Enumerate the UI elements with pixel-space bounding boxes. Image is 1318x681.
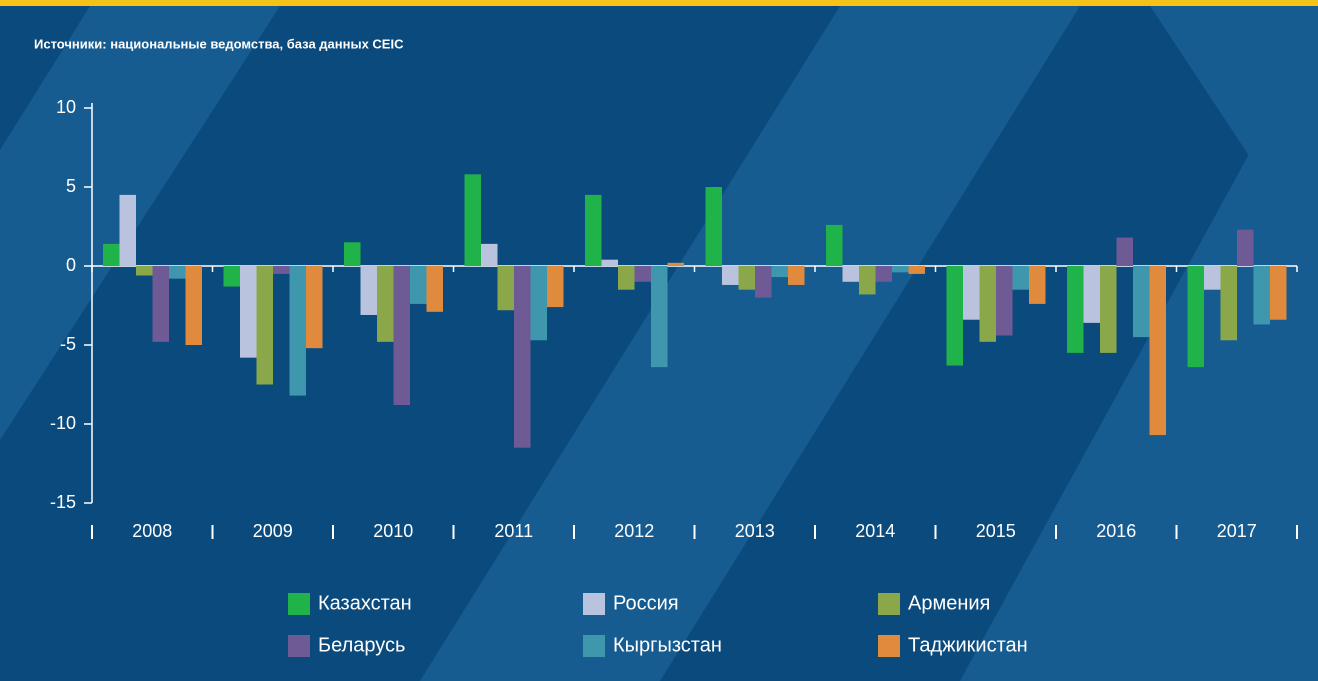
- legend-label: Кыргызстан: [613, 634, 722, 656]
- y-tick-label: -5: [60, 334, 76, 354]
- bar: [842, 266, 859, 282]
- bar: [393, 266, 410, 406]
- bar: [377, 266, 394, 342]
- bar: [1116, 237, 1133, 266]
- bar: [892, 266, 909, 273]
- chart-title: Источники: национальные ведомства, база …: [34, 36, 404, 51]
- bar: [410, 266, 427, 304]
- bar: [996, 266, 1013, 336]
- legend-swatch: [583, 635, 605, 657]
- y-tick-label: -10: [50, 413, 76, 433]
- x-tick-label: 2008: [132, 521, 172, 541]
- bar: [826, 224, 843, 266]
- bar: [273, 266, 290, 274]
- x-tick-label: 2016: [1096, 521, 1136, 541]
- bar: [530, 266, 547, 341]
- legend-swatch: [878, 593, 900, 615]
- bar: [360, 266, 377, 315]
- bar: [755, 266, 772, 298]
- bar: [1083, 266, 1100, 323]
- legend-swatch: [288, 635, 310, 657]
- bar: [1012, 266, 1029, 290]
- bar: [497, 266, 514, 311]
- bar: [103, 243, 120, 266]
- bar: [788, 266, 805, 285]
- y-tick-label: 10: [56, 97, 76, 117]
- y-tick-label: 0: [66, 255, 76, 275]
- x-tick-label: 2017: [1217, 521, 1257, 541]
- bar: [634, 266, 651, 282]
- legend-swatch: [583, 593, 605, 615]
- bar: [979, 266, 996, 342]
- bar: [859, 266, 876, 295]
- stripe: [960, 125, 1318, 681]
- stripe: [0, 6, 280, 440]
- bar: [1100, 266, 1117, 353]
- x-tick-label: 2015: [976, 521, 1016, 541]
- bar: [667, 262, 684, 266]
- legend-swatch: [288, 593, 310, 615]
- bar: [1204, 266, 1221, 290]
- bar: [585, 194, 602, 266]
- bar: [1270, 266, 1287, 320]
- bar: [771, 266, 788, 278]
- x-tick-label: 2013: [735, 521, 775, 541]
- bar: [256, 266, 273, 385]
- y-tick-label: -15: [50, 492, 76, 512]
- bar: [946, 266, 963, 366]
- x-tick-label: 2010: [373, 521, 413, 541]
- bar: [464, 174, 481, 266]
- bar: [306, 266, 323, 349]
- bar: [1253, 266, 1270, 325]
- bar: [1149, 266, 1166, 436]
- bar: [514, 266, 531, 448]
- bar: [169, 266, 186, 279]
- bar: [119, 194, 136, 266]
- bar: [1237, 229, 1254, 266]
- bar: [426, 266, 443, 312]
- legend-label: Россия: [613, 592, 679, 614]
- bar: [963, 266, 980, 320]
- x-tick-label: 2012: [614, 521, 654, 541]
- x-tick-label: 2011: [494, 521, 533, 541]
- legend-label: Беларусь: [318, 634, 405, 656]
- bar: [547, 266, 564, 308]
- bar: [152, 266, 169, 342]
- x-tick-label: 2014: [855, 521, 895, 541]
- bar: [1187, 266, 1204, 368]
- bar: [136, 266, 153, 276]
- bar: [601, 259, 618, 266]
- bar: [240, 266, 257, 358]
- bar: [908, 266, 925, 274]
- bar: [344, 242, 361, 266]
- bar: [289, 266, 306, 396]
- bar: [875, 266, 892, 282]
- top-border: [0, 0, 1318, 6]
- y-tick-label: 5: [66, 176, 76, 196]
- bar: [705, 187, 722, 266]
- bar: [1133, 266, 1150, 338]
- bar: [618, 266, 635, 290]
- bar: [223, 266, 240, 287]
- legend-label: Казахстан: [318, 592, 412, 614]
- bar: [1220, 266, 1237, 341]
- bar: [651, 266, 668, 368]
- bar: [185, 266, 202, 345]
- bar: [738, 266, 755, 290]
- bar: [722, 266, 739, 285]
- x-tick-label: 2009: [253, 521, 293, 541]
- bar: [1029, 266, 1046, 304]
- bar: [481, 243, 498, 266]
- bar: [1067, 266, 1084, 353]
- legend-label: Армения: [908, 592, 990, 614]
- stripe: [420, 6, 1080, 681]
- legend-swatch: [878, 635, 900, 657]
- legend-label: Таджикистан: [908, 634, 1028, 656]
